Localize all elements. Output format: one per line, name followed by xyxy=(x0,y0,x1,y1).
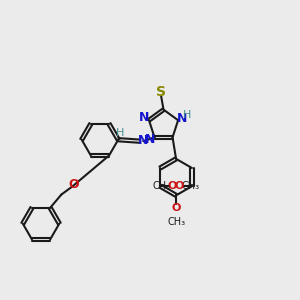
Text: N: N xyxy=(139,111,149,124)
Text: CH₃: CH₃ xyxy=(168,217,186,226)
Text: N: N xyxy=(176,112,187,125)
Text: CH₃: CH₃ xyxy=(153,181,171,191)
Text: H: H xyxy=(116,128,124,138)
Text: S: S xyxy=(156,85,166,99)
Text: O: O xyxy=(175,181,184,191)
Text: O: O xyxy=(171,203,181,213)
Text: O: O xyxy=(168,181,177,191)
Text: CH₃: CH₃ xyxy=(182,181,200,191)
Text: N: N xyxy=(145,133,155,146)
Text: N: N xyxy=(138,134,148,147)
Text: O: O xyxy=(69,178,79,191)
Text: H: H xyxy=(183,110,192,120)
